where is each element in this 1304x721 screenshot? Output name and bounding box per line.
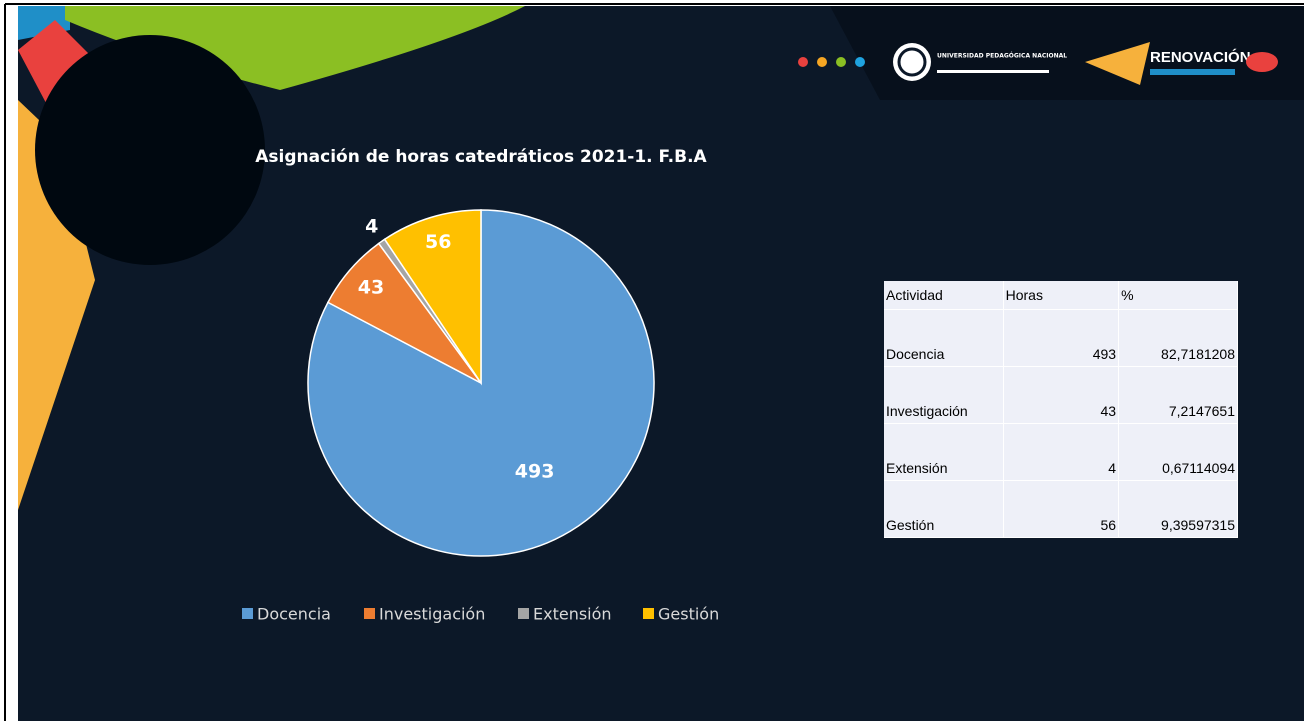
table-cell: 7,2147651 — [1118, 366, 1238, 424]
table-cell: Investigación — [884, 366, 1004, 424]
brand-name: RENOVACIÓN — [1150, 48, 1251, 66]
brand-bar — [1150, 69, 1235, 75]
brand-icon — [1085, 42, 1150, 85]
data-label: 4 — [365, 216, 378, 238]
data-label: 493 — [515, 460, 555, 482]
table-cell: 0,67114094 — [1118, 423, 1238, 481]
deco-yellow — [18, 100, 95, 510]
deco-red — [18, 20, 110, 120]
legend-label: Investigación — [379, 605, 485, 624]
legend-swatch — [518, 608, 529, 619]
dot — [798, 57, 808, 67]
pie: 493 43 4 56 — [307, 209, 655, 557]
brand-badge — [1246, 52, 1278, 72]
legend-label: Extensión — [533, 605, 612, 624]
table-cell: 56 — [1003, 480, 1120, 538]
table-row: Investigación 43 7,2147651 — [884, 366, 1238, 424]
data-label: 43 — [358, 277, 384, 299]
table-row: Gestión 56 9,39597315 — [884, 480, 1238, 538]
legend-label: Gestión — [658, 605, 719, 624]
dot — [855, 57, 865, 67]
table-cell: 493 — [1003, 309, 1120, 367]
table-cell: Horas — [1003, 281, 1120, 310]
deco-green — [65, 6, 525, 90]
table-cell: Docencia — [884, 309, 1004, 367]
table-cell: 43 — [1003, 366, 1120, 424]
logo-bar — [937, 70, 1049, 73]
dot — [817, 57, 827, 67]
table-row: Extensión 4 0,67114094 — [884, 423, 1238, 481]
logo-seal — [897, 47, 927, 77]
table-row: Actividad Horas% — [884, 281, 1238, 310]
table-cell: % — [1118, 281, 1238, 310]
legend: Docencia Investigación Extensión Gestión — [242, 605, 719, 624]
dot — [836, 57, 846, 67]
pie-slice — [383, 209, 482, 386]
data-label: 56 — [425, 231, 451, 253]
table-cell: 4 — [1003, 423, 1120, 481]
legend-swatch — [643, 608, 654, 619]
deco-circle — [35, 35, 265, 265]
table-cell: Extensión — [884, 423, 1004, 481]
table-cell: 82,7181208 — [1118, 309, 1238, 367]
legend-swatch — [364, 608, 375, 619]
chart-title: Asignación de horas catedráticos 2021-1.… — [255, 147, 707, 167]
table-row: Docencia 493 82,7181208 — [884, 309, 1238, 367]
header-band — [830, 6, 1304, 100]
table-cell: Gestión — [884, 480, 1004, 538]
table-cell: Actividad — [884, 281, 1004, 310]
legend-swatch — [242, 608, 253, 619]
university-name: UNIVERSIDAD PEDAGÓGICA NACIONAL — [937, 53, 1067, 60]
table-cell: 9,39597315 — [1118, 480, 1238, 538]
data-table: Actividad Horas% Docencia 493 82,7181208 Inve… — [884, 281, 1238, 538]
legend-label: Docencia — [257, 605, 331, 624]
